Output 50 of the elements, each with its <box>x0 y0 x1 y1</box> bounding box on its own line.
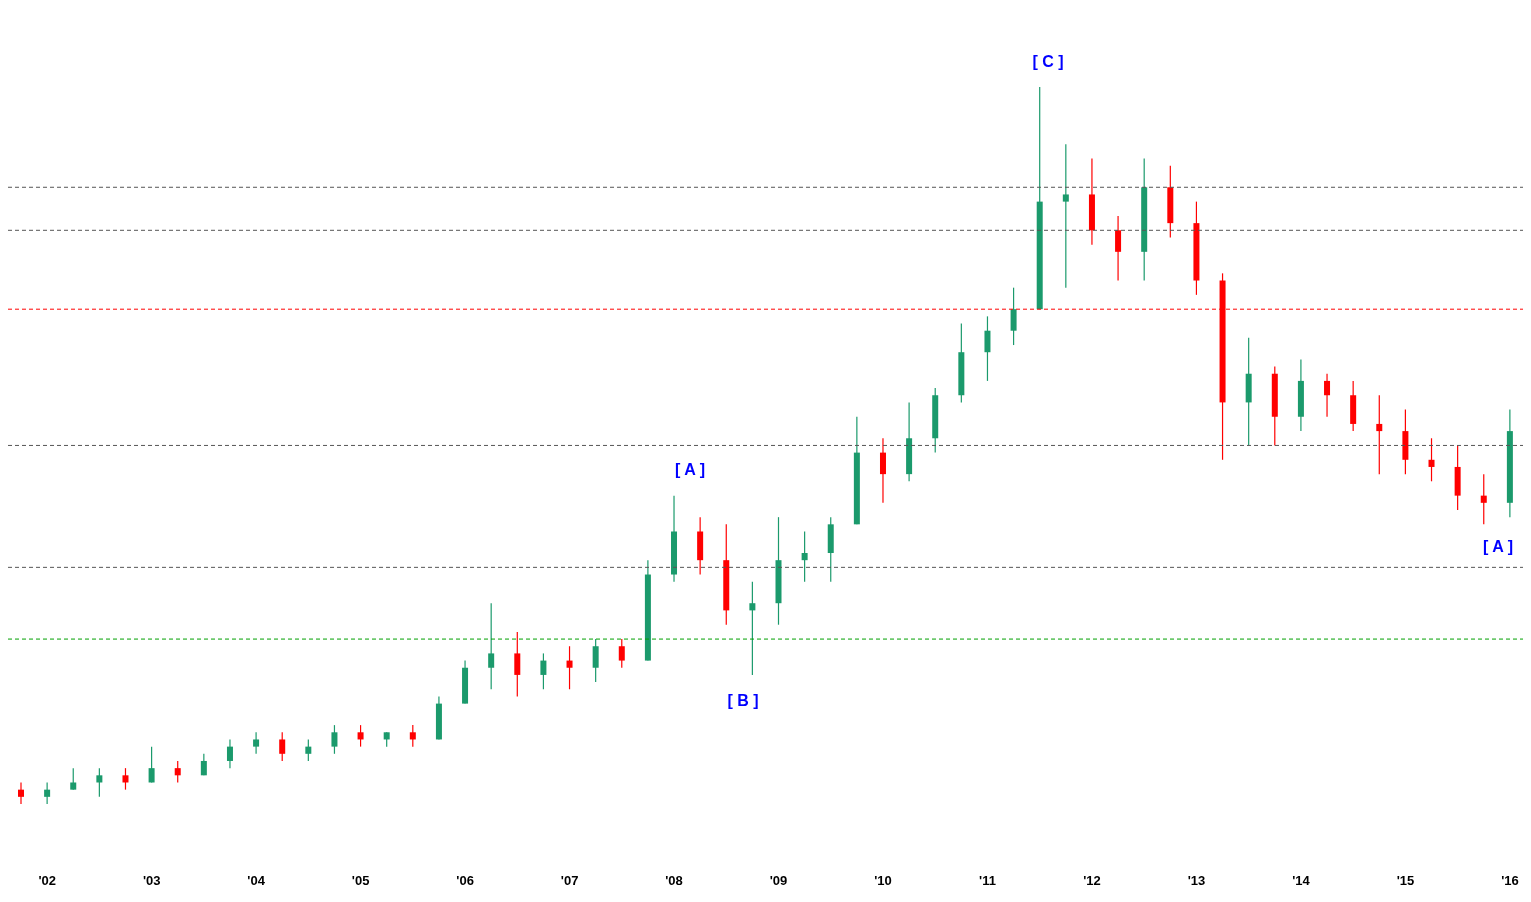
candlestick <box>253 731 260 755</box>
candlestick <box>1115 215 1122 282</box>
candlestick <box>226 738 233 769</box>
candlestick <box>148 746 155 784</box>
candlestick <box>409 724 416 748</box>
candlestick <box>44 781 51 804</box>
candlestick <box>1062 143 1069 289</box>
candlestick <box>488 602 495 690</box>
x-tick-label: '03 <box>142 873 161 889</box>
candlestick <box>566 645 573 690</box>
x-tick-label: '09 <box>769 873 788 889</box>
candlestick <box>801 530 808 583</box>
x-tick-label: '07 <box>560 873 579 889</box>
text: [ C ] <box>1032 53 1064 71</box>
candlestick <box>305 738 312 762</box>
x-tick-label: '02 <box>38 873 56 889</box>
x-tick-label: '11 <box>979 873 996 889</box>
x-tick-label: '12 <box>1083 873 1101 889</box>
x-tick-label: '15 <box>1396 873 1415 889</box>
candlestick <box>514 631 521 698</box>
candlestick <box>1480 473 1487 525</box>
candlestick <box>540 652 547 690</box>
candlestick <box>984 315 991 382</box>
annotation: [ B ] <box>727 692 759 710</box>
candlestick <box>122 767 129 791</box>
annotation: [ A ] <box>1483 538 1513 556</box>
x-tick-label: '14 <box>1292 873 1311 889</box>
candlestick <box>96 767 103 798</box>
x-tick-label: '13 <box>1187 873 1206 889</box>
candlestick <box>1428 437 1435 482</box>
candlestick <box>1324 373 1331 418</box>
candlestick <box>357 724 364 748</box>
x-tick-label: '16 <box>1501 873 1519 889</box>
candlestick <box>1376 394 1383 475</box>
x-tick-label: '08 <box>665 873 683 889</box>
candlestick <box>331 724 338 755</box>
candlestick <box>174 760 181 784</box>
annotation: [ A ] <box>675 461 705 479</box>
candlestick <box>1010 287 1017 346</box>
candlestick <box>618 638 625 669</box>
x-tick-label: '05 <box>351 873 370 889</box>
candlestick <box>749 581 756 676</box>
x-tick-label: '10 <box>874 873 892 889</box>
candlestick <box>592 638 599 683</box>
candlestick <box>879 437 886 504</box>
x-tick-label: '04 <box>247 873 266 889</box>
candlestick <box>279 731 286 762</box>
candlestick <box>18 781 24 804</box>
candlestick <box>70 767 77 791</box>
x-tick-label: '06 <box>456 873 474 889</box>
